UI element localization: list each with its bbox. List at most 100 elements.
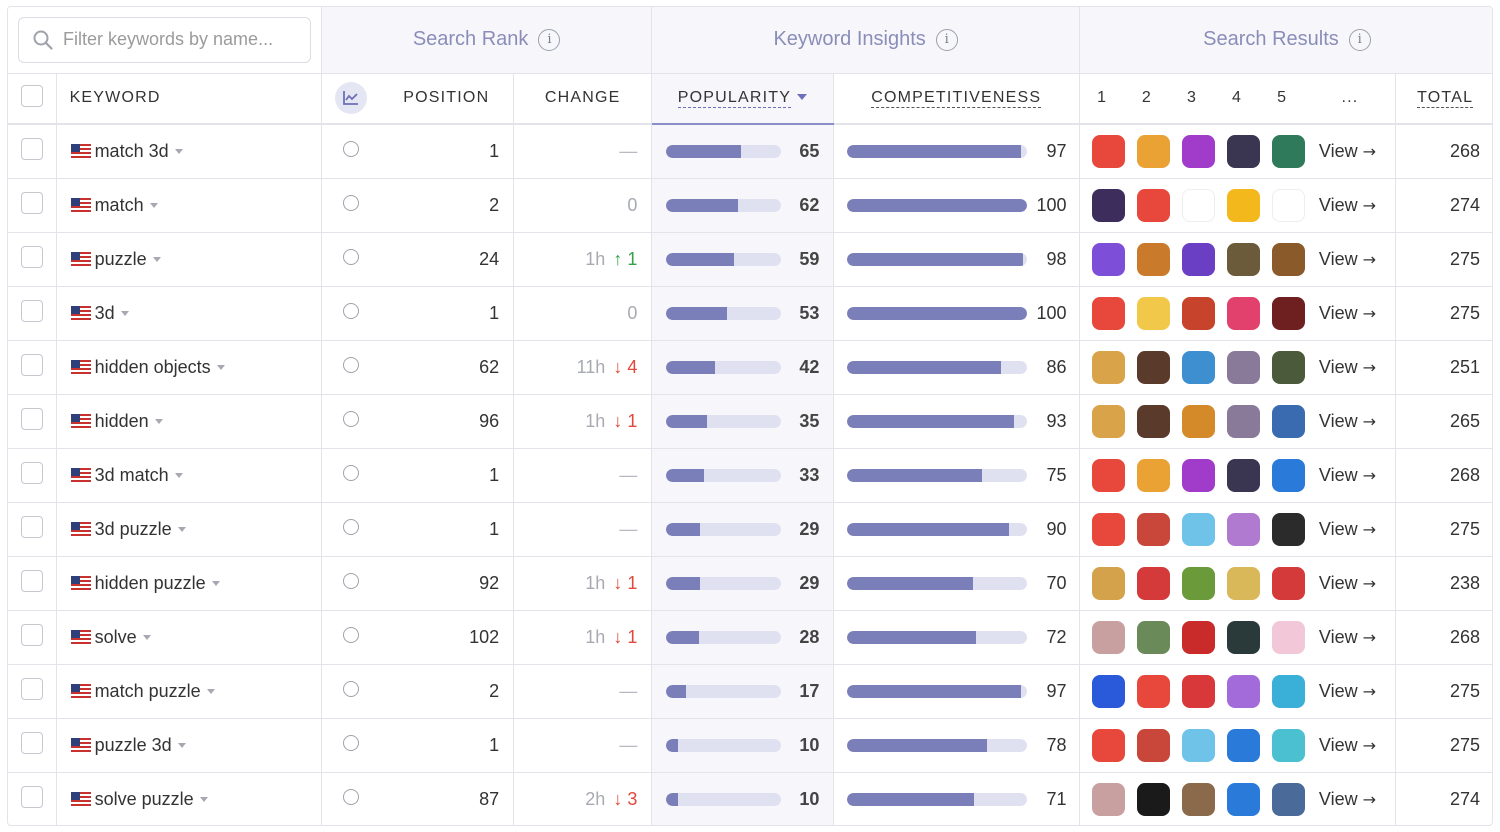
app-icon-4[interactable] [1226,620,1260,654]
search-results-info-icon[interactable]: i [1348,28,1371,51]
table-row[interactable]: 3d match 1 — 33 75 View → 268 [8,448,1492,503]
row-checkbox[interactable] [20,407,43,430]
app-icon-4[interactable] [1226,512,1260,546]
table-row[interactable]: match puzzle 2 — 17 97 View → 275 [8,664,1492,719]
keyword-dropdown-icon[interactable] [142,634,151,640]
app-icon-2[interactable] [1136,674,1170,708]
app-icon-4[interactable] [1226,350,1260,384]
app-icon-1[interactable] [1091,134,1125,168]
view-results-link[interactable]: View → [1319,519,1376,540]
keyword-text[interactable]: hidden puzzle [94,572,206,593]
keyword-dropdown-icon[interactable] [216,364,225,370]
app-icon-2[interactable] [1136,620,1170,654]
app-icon-1[interactable] [1091,566,1125,600]
keyword-text[interactable]: 3d match [94,464,169,485]
row-checkbox[interactable] [20,137,43,160]
view-results-link[interactable]: View → [1319,141,1376,162]
row-checkbox[interactable] [20,623,43,646]
app-icon-2[interactable] [1136,350,1170,384]
col-competitiveness[interactable]: COMPETITIVENESS [833,73,1080,125]
keyword-cell[interactable]: hidden puzzle [56,556,322,611]
view-results-link[interactable]: View → [1319,627,1376,648]
keyword-cell[interactable]: solve [56,610,322,665]
app-icon-4[interactable] [1226,242,1260,276]
table-row[interactable]: match 3d 1 — 65 97 View → 268 [8,124,1492,179]
keyword-cell[interactable]: puzzle [56,232,322,287]
app-icon-4[interactable] [1226,728,1260,762]
keyword-text[interactable]: hidden [94,410,149,431]
app-icon-4[interactable] [1226,782,1260,816]
app-icon-4[interactable] [1226,566,1260,600]
col-change[interactable]: CHANGE [513,73,653,125]
rank-chart-radio[interactable] [342,140,359,157]
table-row[interactable]: match 2 0 62 100 View → 274 [8,178,1492,233]
app-icon-3[interactable] [1181,512,1215,546]
table-row[interactable]: hidden objects 62 11h ↓ 4 42 86 View → 251 [8,340,1492,395]
col-total[interactable]: TOTAL [1395,73,1492,125]
keyword-dropdown-icon[interactable] [177,526,186,532]
table-row[interactable]: hidden 96 1h ↓ 1 35 93 View → 265 [8,394,1492,449]
app-icon-3[interactable] [1181,674,1215,708]
keyword-text[interactable]: puzzle 3d [94,734,172,755]
rank-chart-radio[interactable] [342,464,359,481]
app-icon-5[interactable] [1271,188,1305,222]
view-results-link[interactable]: View → [1319,303,1376,324]
keyword-text[interactable]: match [94,194,144,215]
app-icon-4[interactable] [1226,404,1260,438]
app-icon-5[interactable] [1271,134,1305,168]
app-icon-2[interactable] [1136,296,1170,330]
app-icon-3[interactable] [1181,296,1215,330]
search-rank-info-icon[interactable]: i [538,28,561,51]
view-results-link[interactable]: View → [1319,249,1376,270]
keyword-dropdown-icon[interactable] [152,256,161,262]
row-checkbox[interactable] [20,677,43,700]
keyword-dropdown-icon[interactable] [206,688,215,694]
app-icon-1[interactable] [1091,458,1125,492]
keyword-dropdown-icon[interactable] [211,580,220,586]
app-icon-5[interactable] [1271,512,1305,546]
keyword-text[interactable]: 3d [94,302,115,323]
row-checkbox[interactable] [20,569,43,592]
row-checkbox[interactable] [20,461,43,484]
app-icon-3[interactable] [1181,242,1215,276]
keyword-cell[interactable]: hidden objects [56,340,322,395]
keyword-dropdown-icon[interactable] [149,202,158,208]
col-keyword[interactable]: KEYWORD [56,73,322,125]
app-icon-3[interactable] [1181,134,1215,168]
keyword-text[interactable]: solve [94,626,137,647]
app-icon-3[interactable] [1181,350,1215,384]
keyword-text[interactable]: puzzle [94,248,147,269]
col-popularity[interactable]: POPULARITY [651,73,834,125]
app-icon-3[interactable] [1181,404,1215,438]
keyword-insights-info-icon[interactable]: i [935,28,958,51]
app-icon-1[interactable] [1091,728,1125,762]
keyword-cell[interactable]: match puzzle [56,664,322,719]
rank-chart-radio[interactable] [342,194,359,211]
view-results-link[interactable]: View → [1319,465,1376,486]
view-results-link[interactable]: View → [1319,411,1376,432]
table-row[interactable]: 3d 1 0 53 100 View → 275 [8,286,1492,341]
rank-chart-radio[interactable] [342,302,359,319]
view-results-link[interactable]: View → [1319,195,1376,216]
app-icon-3[interactable] [1181,188,1215,222]
app-icon-3[interactable] [1181,728,1215,762]
row-checkbox[interactable] [20,515,43,538]
app-icon-3[interactable] [1181,620,1215,654]
app-icon-3[interactable] [1181,782,1215,816]
app-icon-2[interactable] [1136,782,1170,816]
table-row[interactable]: solve 102 1h ↓ 1 28 72 View → 268 [8,610,1492,665]
app-icon-5[interactable] [1271,458,1305,492]
app-icon-1[interactable] [1091,350,1125,384]
app-icon-1[interactable] [1091,296,1125,330]
rank-chart-radio[interactable] [342,356,359,373]
app-icon-2[interactable] [1136,512,1170,546]
row-checkbox[interactable] [20,785,43,808]
rank-chart-radio[interactable] [342,572,359,589]
chart-toggle-button[interactable] [334,82,367,115]
keyword-dropdown-icon[interactable] [177,742,186,748]
keyword-cell[interactable]: 3d [56,286,322,341]
app-icon-5[interactable] [1271,566,1305,600]
rank-chart-radio[interactable] [342,734,359,751]
view-results-link[interactable]: View → [1319,789,1376,810]
app-icon-4[interactable] [1226,134,1260,168]
